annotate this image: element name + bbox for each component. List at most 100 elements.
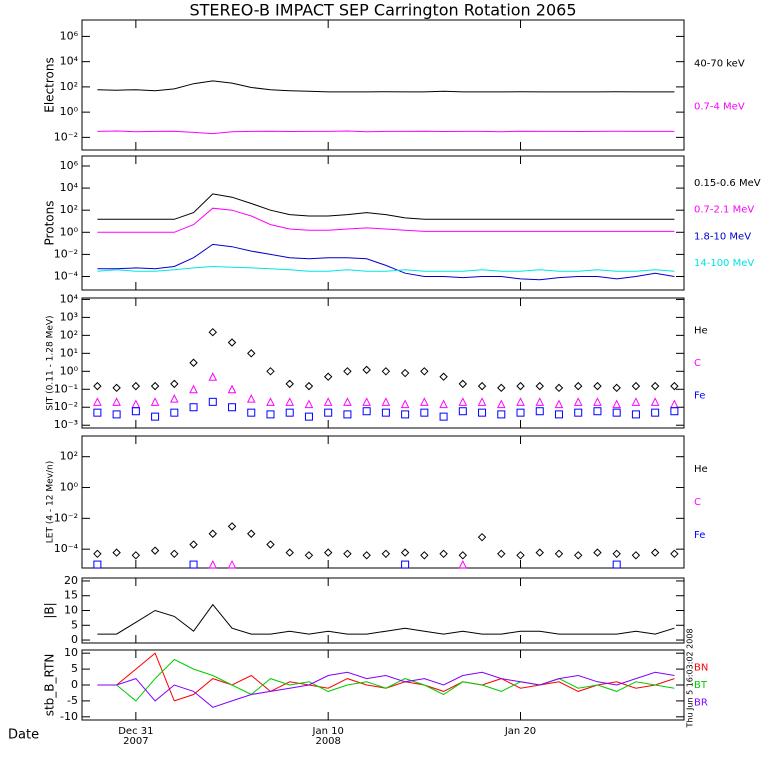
data-line [97,193,675,220]
y-axis-label: LET (4 - 12 Mev/n) [46,461,56,543]
point [631,397,641,406]
point [554,383,564,393]
point [227,338,237,347]
point [343,367,352,376]
point [151,412,160,421]
point [554,549,564,559]
legend-label: 0.7-2.1 MeV [694,205,754,216]
y-axis-label: Protons [43,201,57,246]
date-label: Date [8,728,39,743]
y-tick-label: 10⁰ [60,105,79,118]
point [381,397,391,406]
point [650,548,660,557]
x-tick-label: Jan 10 [312,726,344,737]
point [247,349,256,358]
point [227,559,237,569]
point [343,397,352,406]
point [516,381,525,391]
point [400,399,410,409]
point [304,551,314,560]
legend-label: 40-70 keV [694,58,745,69]
point [420,408,429,417]
point [266,410,275,419]
point [401,410,410,419]
point [477,381,487,391]
legend-label: 0.15-0.6 MeV [694,178,761,189]
point [208,372,218,381]
point [324,408,333,417]
y-tick-label: 10¹ [60,346,78,359]
point [362,407,371,416]
x-tick-year: 2007 [123,736,148,747]
y-tick-label: 10⁰ [60,481,79,494]
point [112,548,121,557]
point [227,522,237,531]
y-tick-label: 10⁻² [54,247,78,260]
point [131,381,141,391]
point [150,397,160,406]
point [170,379,179,389]
point [631,551,641,560]
point [362,551,371,560]
chart-title: STEREO-B IMPACT SEP Carrington Rotation … [189,1,576,20]
y-tick-label: -10 [60,710,78,723]
point [112,383,121,393]
point [439,549,448,559]
point [112,397,121,406]
data-line [97,243,675,281]
y-axis-label: SIT (0.11 - 1.28 MeV) [46,315,56,410]
point [304,399,314,409]
y-tick-label: 10 [64,604,78,617]
point [612,383,621,393]
panel-frame [81,297,685,429]
point [150,546,160,555]
data-line [97,265,675,272]
panel-frame [81,435,685,569]
point [574,381,583,391]
y-tick-label: 10² [60,80,78,93]
legend-label: C [694,497,701,508]
point [593,381,602,391]
y-axis-label: Electrons [43,57,57,112]
point [381,549,391,559]
y-tick-label: 10⁻² [54,400,78,413]
point [439,412,448,421]
point [266,540,275,549]
point [170,408,179,417]
point [381,408,390,417]
point [362,397,371,406]
point [150,381,160,391]
legend-label: BT [694,680,708,691]
point [535,381,544,391]
point [189,540,198,549]
y-tick-label: 10³ [60,310,78,323]
point [208,327,217,337]
point [400,548,410,557]
panel-frame [81,155,685,291]
point [650,397,660,406]
point [458,379,468,389]
legend-label: He [694,326,708,337]
point [458,551,468,560]
point [650,381,660,391]
y-tick-label: 10⁰ [60,364,79,377]
point [93,549,102,559]
point [93,397,102,406]
point [189,384,198,394]
y-tick-label: 10 [64,646,78,659]
point [343,410,352,419]
y-tick-label: -5 [67,694,78,707]
point [420,367,429,376]
point [93,381,102,391]
y-tick-label: 10⁻⁴ [54,269,79,282]
point [285,379,294,389]
point [477,397,487,406]
point [228,403,237,412]
point [343,549,352,559]
data-line [97,80,675,93]
point [574,408,583,417]
point [535,397,545,406]
y-axis-label: |B| [43,602,57,618]
point [131,407,140,416]
